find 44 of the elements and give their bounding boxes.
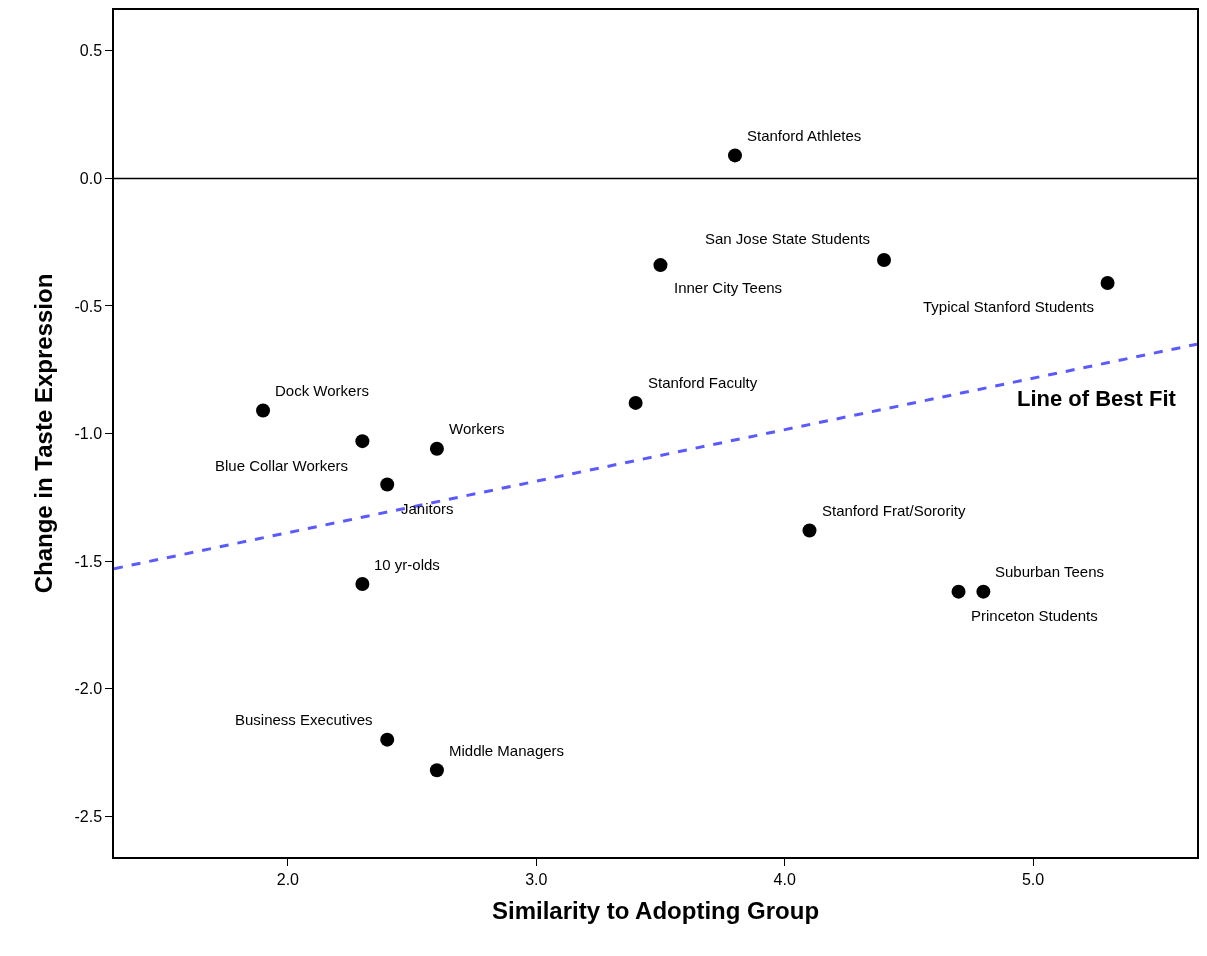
y-tick-label: -2.5 <box>74 807 103 825</box>
point <box>728 148 742 163</box>
x-tick-label: 4.0 <box>773 870 796 888</box>
point <box>976 584 991 599</box>
point <box>877 253 892 268</box>
annotation: Dock Workers <box>275 382 369 399</box>
y-tick-label: -1.0 <box>74 425 103 443</box>
annotation: Princeton Students <box>971 607 1098 624</box>
x-tick-label: 2.0 <box>276 870 300 888</box>
point <box>429 441 444 456</box>
annotation: Suburban Teens <box>995 563 1104 580</box>
y-tick-label: 0.5 <box>79 42 103 60</box>
annotation: Typical Stanford Students <box>923 298 1094 315</box>
y-tick-label: -1.5 <box>74 552 103 570</box>
annotation: Middle Managers <box>449 742 565 759</box>
y-tick-label: -0.5 <box>74 297 103 315</box>
point <box>802 523 817 538</box>
point <box>355 577 370 592</box>
annotation: Janitors <box>401 500 454 517</box>
point <box>355 434 370 449</box>
annotation: Business Executives <box>235 711 373 728</box>
point <box>951 584 966 599</box>
annotation: Stanford Athletes <box>747 127 862 144</box>
annotation: San Jose State Students <box>705 230 871 247</box>
point <box>653 258 668 273</box>
annotation: Blue Collar Workers <box>215 457 349 474</box>
annotation: 10 yr-olds <box>374 556 440 573</box>
point <box>628 395 643 410</box>
point <box>380 477 395 492</box>
y-tick-label: 0.0 <box>79 169 103 187</box>
point <box>256 403 271 418</box>
series-label: Line of Best Fit <box>1017 386 1177 411</box>
y-tick-label: -2.0 <box>74 680 103 698</box>
y-axis-title: Change in Taste Expression <box>30 273 58 594</box>
point <box>429 763 444 778</box>
annotation: Stanford Faculty <box>648 374 758 391</box>
point <box>380 732 395 747</box>
annotation: Workers <box>449 420 505 437</box>
x-tick-label: 3.0 <box>525 870 548 888</box>
x-axis-title: Similarity to Adopting Group <box>491 896 820 924</box>
annotation: Inner City Teens <box>674 279 783 296</box>
point <box>1100 275 1115 290</box>
x-tick-label: 5.0 <box>1021 870 1045 888</box>
annotation: Stanford Frat/Sorority <box>822 502 966 519</box>
